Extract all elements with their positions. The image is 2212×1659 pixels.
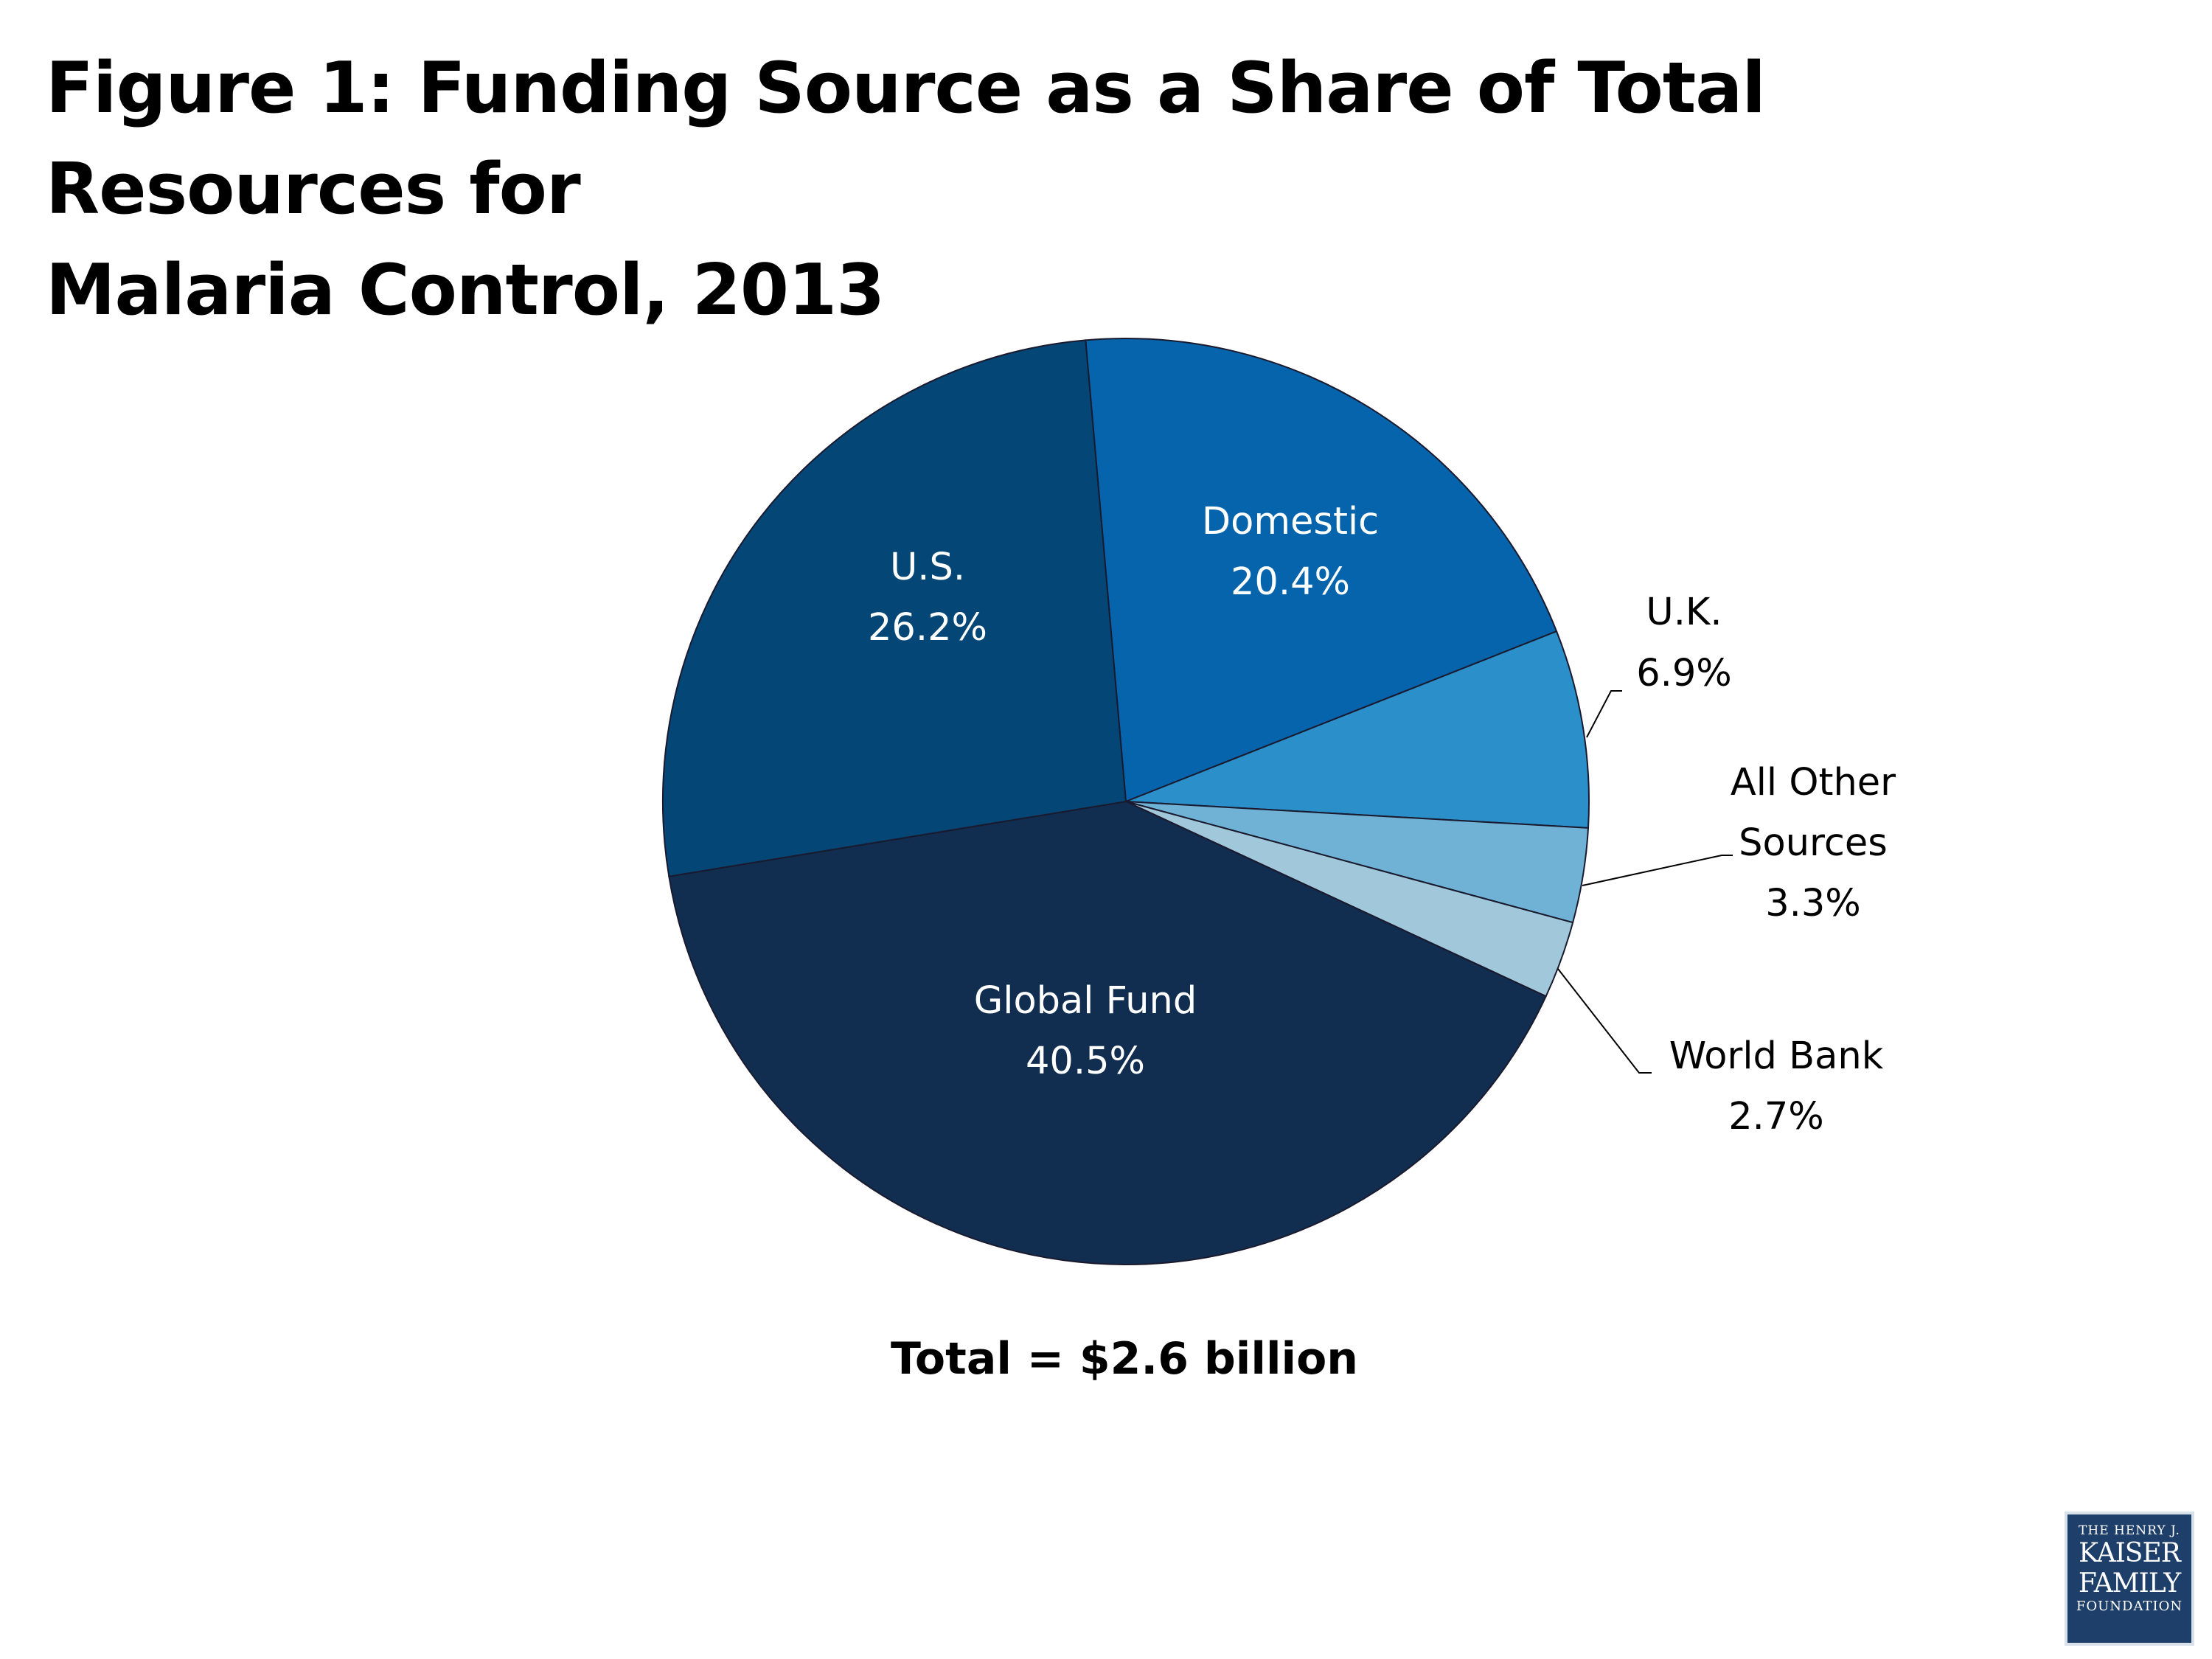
- label-global-fund-value: 40.5%: [1026, 1040, 1145, 1083]
- pie-slices: [662, 338, 1590, 1265]
- label-domestic-name: Domestic: [1202, 500, 1379, 543]
- label-world-bank-value: 2.7%: [1728, 1095, 1824, 1138]
- leader-u-k: [1586, 690, 1622, 738]
- label-u-k-name: U.K.: [1646, 591, 1722, 634]
- label-world-bank-name: World Bank: [1669, 1034, 1884, 1078]
- chart-title-line-2: Malaria Control, 2013: [46, 250, 885, 331]
- label-all-other-sources-name: All Other: [1731, 761, 1896, 804]
- chart-title-line-1: Figure 1: Funding Source as a Share of T…: [46, 48, 1766, 230]
- slice-u-k: [1125, 630, 1590, 829]
- total-annotation: Total = $2.6 billion: [891, 1333, 1358, 1385]
- label-u-s-value: 26.2%: [868, 606, 987, 650]
- leader-lines: [1557, 690, 1733, 1074]
- label-u-k-value: 6.9%: [1636, 652, 1732, 695]
- label-all-other-sources-value: 3.3%: [1765, 882, 1861, 925]
- leader-all-other-sources: [1582, 855, 1733, 886]
- label-all-other-sources-name: Sources: [1739, 821, 1888, 865]
- leader-world-bank: [1557, 968, 1652, 1074]
- slice-labels: Domestic 20.4% U.K. 6.9% All Other Sources 3.3…: [868, 500, 1896, 1138]
- label-global-fund-name: Global Fund: [974, 979, 1197, 1023]
- chart-title: Figure 1: Funding Source as a Share of T…: [46, 38, 2169, 341]
- label-domestic-value: 20.4%: [1231, 560, 1350, 604]
- slice-global-fund: [668, 800, 1548, 1265]
- slice-u-s: [662, 339, 1127, 877]
- label-u-s-name: U.S.: [890, 546, 965, 589]
- kff-logo: THE HENRY J. KAISER FAMILY FOUNDATION: [2065, 1512, 2194, 1646]
- slice-domestic: [1085, 338, 1558, 803]
